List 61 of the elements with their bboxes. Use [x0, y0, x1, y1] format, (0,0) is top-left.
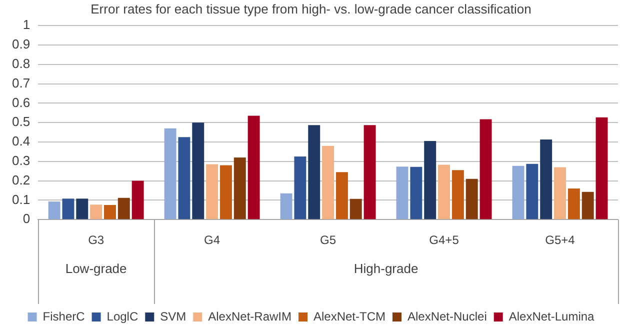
- y-tick-label: 0.9: [12, 36, 30, 52]
- bar: [396, 166, 408, 220]
- bar: [336, 172, 348, 220]
- bar: [48, 202, 60, 220]
- y-tick-label: 0.7: [12, 75, 30, 90]
- y-tick-label: 0.5: [12, 114, 30, 130]
- bar: [512, 166, 524, 220]
- bar: [526, 164, 538, 220]
- bar: [164, 128, 176, 220]
- legend-label: AlexNet-Lumina: [508, 309, 595, 324]
- bar: [248, 116, 260, 220]
- legend-label: FisherC: [42, 309, 86, 324]
- bar: [364, 125, 376, 220]
- bar: [62, 198, 74, 220]
- bar: [178, 137, 190, 220]
- legend-label: AlexNet-RawIM: [208, 309, 292, 324]
- bar: [132, 180, 144, 220]
- bar: [220, 165, 232, 220]
- y-tick-label: 0.4: [12, 134, 30, 149]
- bar: [76, 198, 88, 220]
- bar: [540, 139, 552, 220]
- y-tick-label: 0.2: [12, 172, 30, 188]
- bar: [350, 198, 362, 220]
- bar: [452, 170, 464, 220]
- x-tick-label: G4: [204, 233, 220, 248]
- bar: [294, 156, 306, 220]
- bar: [568, 188, 580, 220]
- text: Low-grade: [65, 261, 127, 276]
- legend-label: SVM: [160, 309, 186, 324]
- bar: [234, 158, 246, 220]
- text: High-grade: [354, 261, 418, 276]
- chart-title: Error rates for each tissue type from high- vs. low-grade cancer classification: [90, 1, 532, 16]
- bar: [424, 141, 436, 220]
- bar: [480, 119, 492, 220]
- legend-label: LoglC: [106, 309, 138, 324]
- legend-label: AlexNet-Nuclei: [407, 309, 487, 324]
- x-tick-label: G5: [320, 233, 336, 248]
- y-tick-label: 0.1: [12, 192, 30, 207]
- legend-label: AlexNet-TCM: [313, 309, 386, 324]
- bar: [118, 198, 130, 220]
- bar: [410, 166, 422, 220]
- bar: [596, 117, 608, 220]
- bar: [206, 164, 218, 220]
- y-tick-label: 0.3: [12, 152, 30, 168]
- y-tick-label: 0: [22, 211, 30, 226]
- y-tick-label: 1: [22, 17, 30, 32]
- bar: [582, 192, 594, 220]
- x-tick-label: G3: [88, 233, 104, 248]
- y-tick-label: 0.6: [12, 94, 30, 110]
- bar: [308, 125, 320, 220]
- bar: [90, 204, 102, 220]
- bar: [280, 193, 292, 220]
- bar: [322, 146, 334, 220]
- x-tick-label: G4+5: [429, 233, 460, 248]
- y-tick-label: 0.8: [12, 56, 30, 71]
- x-tick-label: G5+4: [545, 233, 576, 248]
- bar: [104, 205, 116, 220]
- bar: [438, 164, 450, 220]
- bar: [466, 178, 478, 220]
- bar: [192, 122, 204, 220]
- bar: [554, 167, 566, 220]
